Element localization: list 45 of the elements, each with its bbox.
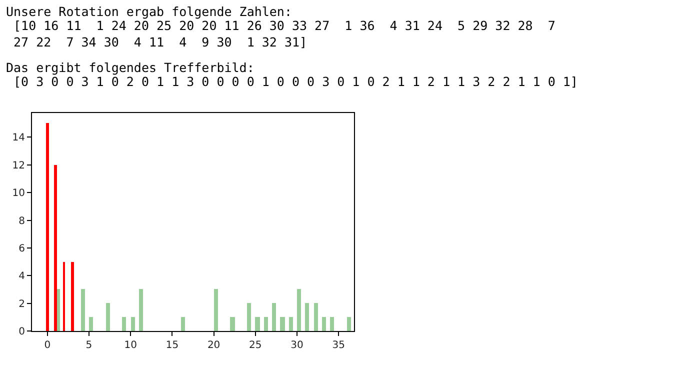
text: [0 3 0 0 3 1 0 2 0 1 1 3 0 0 0 0 1 0 0 0 3 0 1 0 2 1 1 2 1 1 3 2 2 1 1 0 1] — [6, 74, 578, 89]
bar — [54, 165, 57, 331]
x-tick-label: 20 — [207, 340, 220, 351]
bar — [322, 317, 326, 331]
x-tick-label: 25 — [249, 340, 262, 351]
y-tick-label: 14 — [12, 132, 25, 144]
bar — [314, 303, 318, 331]
text: [10 16 11 1 24 20 25 20 20 11 26 30 33 27 1 36 4 31 24 5 29 32 28 7 27 22 7 34 30 4 11 4 9 30 1 32 31] — [6, 18, 556, 50]
bar — [63, 262, 65, 331]
bar — [272, 303, 276, 331]
text: Unsere Rotation ergab folgende Zahlen: — [6, 4, 292, 19]
bar — [347, 317, 351, 331]
y-tick-label: 0 — [18, 326, 25, 338]
bar — [297, 289, 301, 331]
y-tick-label: 2 — [18, 298, 25, 310]
bar — [131, 317, 135, 331]
bar — [214, 289, 218, 331]
x-tick-label: 10 — [124, 340, 137, 351]
y-tick-label: 10 — [12, 188, 25, 200]
bar — [230, 317, 235, 331]
bar — [139, 289, 143, 331]
bar — [330, 317, 334, 331]
bar — [264, 317, 268, 331]
x-tick-label: 5 — [86, 340, 92, 351]
x-tick-label: 0 — [44, 340, 51, 351]
y-tick-label: 12 — [12, 160, 25, 172]
bar — [81, 289, 85, 331]
bar — [289, 317, 293, 331]
bar — [89, 317, 93, 331]
text: Das ergibt folgendes Trefferbild: — [6, 60, 254, 75]
y-tick-label: 8 — [18, 216, 25, 227]
bar — [122, 317, 126, 331]
x-tick-label: 35 — [332, 340, 345, 351]
x-tick-label: 15 — [166, 340, 179, 351]
bar — [255, 317, 260, 331]
bar — [247, 303, 251, 331]
bar — [106, 303, 110, 331]
bar — [181, 317, 185, 331]
bar — [71, 262, 74, 331]
x-tick-label: 30 — [290, 340, 304, 351]
y-tick-label: 4 — [18, 271, 25, 282]
bar — [46, 123, 49, 331]
bar — [280, 317, 285, 331]
y-tick-label: 6 — [18, 243, 25, 254]
bar — [305, 303, 309, 331]
